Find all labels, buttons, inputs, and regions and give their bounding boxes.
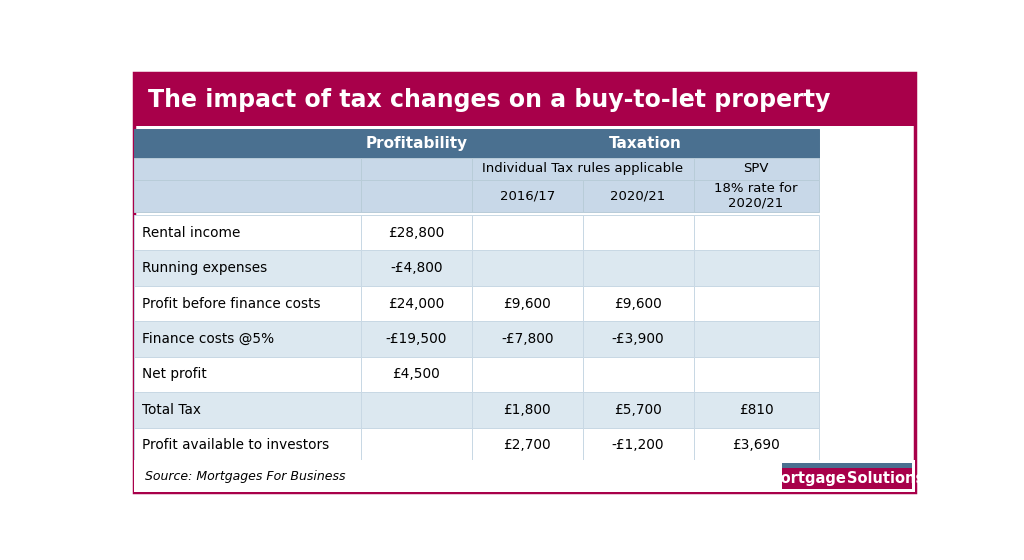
Bar — [360, 427, 472, 463]
Text: -£4,800: -£4,800 — [390, 261, 442, 275]
Bar — [360, 286, 472, 321]
Text: £1,800: £1,800 — [504, 403, 551, 417]
Bar — [583, 427, 693, 463]
Text: Source: Mortgages For Business: Source: Mortgages For Business — [145, 470, 345, 483]
Bar — [472, 215, 583, 250]
Bar — [134, 158, 360, 180]
Bar — [360, 357, 472, 392]
Text: -£3,900: -£3,900 — [611, 332, 665, 346]
Bar — [583, 180, 693, 212]
Bar — [360, 158, 472, 180]
Text: Rental income: Rental income — [142, 226, 241, 240]
Bar — [693, 427, 818, 463]
Bar — [472, 180, 583, 212]
Bar — [360, 250, 472, 286]
Bar — [472, 321, 583, 357]
Bar — [360, 180, 472, 212]
Text: £3,690: £3,690 — [732, 438, 780, 452]
Bar — [134, 460, 915, 492]
Bar — [134, 392, 360, 427]
Text: £4,500: £4,500 — [392, 367, 440, 381]
Text: Finance costs @5%: Finance costs @5% — [142, 332, 274, 346]
Text: £24,000: £24,000 — [388, 297, 444, 311]
Text: Total Tax: Total Tax — [142, 403, 201, 417]
Text: Profitability: Profitability — [366, 136, 467, 151]
Bar — [693, 180, 818, 212]
Bar — [134, 215, 360, 250]
Text: Net profit: Net profit — [142, 367, 207, 381]
Text: £28,800: £28,800 — [388, 226, 444, 240]
Bar — [360, 392, 472, 427]
Bar — [134, 250, 360, 286]
Text: Mortgage: Mortgage — [767, 471, 847, 486]
Bar — [693, 250, 818, 286]
Text: Solutions: Solutions — [847, 471, 925, 486]
Bar — [583, 392, 693, 427]
Text: 18% rate for
2020/21: 18% rate for 2020/21 — [715, 182, 798, 210]
Bar — [693, 215, 818, 250]
Bar — [360, 129, 472, 158]
Bar — [782, 468, 912, 489]
Bar — [134, 286, 360, 321]
Text: £810: £810 — [738, 403, 773, 417]
Text: 2020/21: 2020/21 — [610, 189, 666, 202]
Text: Taxation: Taxation — [608, 136, 682, 151]
Bar — [782, 463, 912, 468]
Text: The impact of tax changes on a buy-to-let property: The impact of tax changes on a buy-to-le… — [148, 87, 830, 111]
Text: SPV: SPV — [743, 162, 769, 175]
Text: £9,600: £9,600 — [614, 297, 662, 311]
Bar — [583, 357, 693, 392]
Bar — [134, 321, 360, 357]
Text: -£19,500: -£19,500 — [385, 332, 446, 346]
Bar — [134, 357, 360, 392]
Bar — [693, 286, 818, 321]
Bar — [693, 357, 818, 392]
Text: £9,600: £9,600 — [503, 297, 551, 311]
Bar — [583, 286, 693, 321]
Bar — [472, 357, 583, 392]
Bar — [134, 129, 360, 158]
Bar — [360, 321, 472, 357]
Bar — [693, 392, 818, 427]
Text: £2,700: £2,700 — [504, 438, 551, 452]
Text: -£1,200: -£1,200 — [611, 438, 665, 452]
Text: Running expenses: Running expenses — [142, 261, 267, 275]
Text: Profit before finance costs: Profit before finance costs — [142, 297, 321, 311]
Bar — [472, 392, 583, 427]
Bar — [472, 129, 818, 158]
Bar — [583, 215, 693, 250]
Bar — [472, 250, 583, 286]
Text: 2016/17: 2016/17 — [500, 189, 555, 202]
Text: Individual Tax rules applicable: Individual Tax rules applicable — [482, 162, 683, 175]
Bar — [134, 73, 915, 125]
Bar — [472, 427, 583, 463]
Text: £5,700: £5,700 — [614, 403, 662, 417]
Bar — [693, 158, 818, 180]
Bar — [583, 321, 693, 357]
Text: -£7,800: -£7,800 — [501, 332, 553, 346]
Bar — [134, 427, 360, 463]
Bar — [360, 215, 472, 250]
Bar — [134, 180, 360, 212]
Bar — [472, 158, 693, 180]
Bar — [693, 321, 818, 357]
Text: Profit available to investors: Profit available to investors — [142, 438, 329, 452]
Bar — [472, 286, 583, 321]
Bar — [583, 250, 693, 286]
